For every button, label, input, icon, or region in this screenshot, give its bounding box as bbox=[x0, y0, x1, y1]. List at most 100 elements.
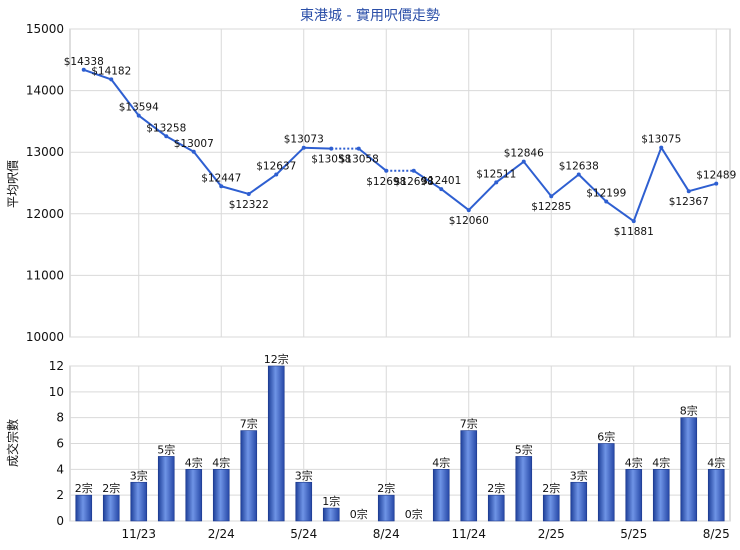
x-tick-label: 11/23 bbox=[121, 527, 156, 541]
bar-data-label: 3宗 bbox=[570, 468, 588, 482]
bar bbox=[625, 469, 643, 522]
x-tick-label: 2/24 bbox=[208, 527, 235, 541]
line-point bbox=[301, 145, 306, 150]
line-data-label: $13258 bbox=[146, 122, 186, 134]
line-data-label: $12322 bbox=[229, 199, 269, 211]
bar-chart-y-tick-label: 2 bbox=[56, 488, 64, 502]
line-segment bbox=[110, 78, 140, 117]
x-tick-label: 8/25 bbox=[703, 527, 730, 541]
line-chart-y-tick-label: 14000 bbox=[26, 84, 64, 98]
line-point bbox=[164, 134, 169, 139]
bar-data-label: 2宗 bbox=[377, 481, 395, 495]
line-segment bbox=[83, 68, 112, 81]
bar bbox=[157, 456, 175, 522]
line-chart-y-tick-label: 15000 bbox=[26, 22, 64, 36]
bar-data-label: 12宗 bbox=[264, 352, 289, 366]
line-point bbox=[631, 219, 636, 224]
line-data-label: $12285 bbox=[531, 201, 571, 213]
x-tick-label: 2/25 bbox=[538, 527, 565, 541]
line-data-label: $13058 bbox=[339, 154, 379, 166]
line-point bbox=[246, 191, 251, 196]
line-point bbox=[439, 187, 444, 192]
bar-data-label: 0宗 bbox=[350, 507, 368, 521]
line-point bbox=[191, 149, 196, 154]
bar-data-label: 4宗 bbox=[432, 455, 450, 469]
line-chart-y-axis-label: 平均呎價 bbox=[6, 160, 20, 208]
line-data-label: $12511 bbox=[476, 168, 516, 180]
line-chart-y-tick-label: 10000 bbox=[26, 330, 64, 344]
line-segment bbox=[522, 161, 553, 197]
line-data-label: $12637 bbox=[256, 161, 296, 173]
line-point bbox=[659, 145, 664, 150]
line-data-label: $13075 bbox=[641, 134, 681, 146]
data-labels: $14338$14182 $13594 $13258 $13007 $12447 $123… bbox=[64, 56, 737, 238]
line-point bbox=[494, 180, 499, 185]
bar bbox=[680, 417, 698, 522]
line-data-label: $12638 bbox=[559, 160, 599, 172]
line-data-label: $12698 bbox=[366, 176, 406, 188]
line-data-label: $12060 bbox=[449, 215, 489, 227]
line-segment bbox=[165, 135, 195, 153]
line-data-label: $11881 bbox=[614, 226, 654, 238]
bar-chart-grid: 0 2 4 6 8 10 12 11/23 2/24 5/24 8/24 11/24 2/25 5/25 8… bbox=[49, 359, 731, 541]
line-point bbox=[604, 199, 609, 204]
line-point bbox=[549, 194, 554, 199]
bar-data-label: 1宗 bbox=[322, 494, 340, 508]
line-point bbox=[576, 172, 581, 177]
line-data-label: $12447 bbox=[201, 172, 241, 184]
line-chart-y-tick-label: 11000 bbox=[26, 268, 64, 282]
bar-chart-y-axis-label: 成交宗數 bbox=[5, 419, 20, 467]
bar-data-label: 8宗 bbox=[680, 404, 698, 418]
line-segment bbox=[550, 173, 580, 198]
line-point bbox=[329, 146, 334, 151]
bar-data-label: 4宗 bbox=[652, 455, 670, 469]
line-segment bbox=[688, 182, 717, 193]
bar-data-label: 7宗 bbox=[240, 417, 258, 431]
line-point bbox=[521, 159, 526, 164]
line-point bbox=[136, 113, 141, 118]
line-point bbox=[411, 168, 416, 173]
line-segment bbox=[440, 188, 470, 211]
line-data-label: $12199 bbox=[586, 188, 626, 200]
bar bbox=[570, 481, 588, 522]
line-series bbox=[81, 67, 719, 224]
bar bbox=[130, 481, 148, 522]
line-data-label: $13007 bbox=[174, 138, 214, 150]
bar bbox=[707, 469, 725, 522]
line-point bbox=[109, 77, 114, 82]
bar bbox=[597, 443, 615, 522]
line-segment bbox=[468, 181, 497, 211]
bar-data-label: 7宗 bbox=[460, 417, 478, 431]
line-segment bbox=[578, 173, 607, 203]
bar-chart-y-tick-label: 6 bbox=[56, 437, 64, 451]
line-data-label: $14182 bbox=[91, 65, 131, 77]
line-data-label: $13058 bbox=[311, 154, 351, 166]
line-segment bbox=[660, 147, 690, 192]
line-data-label: $12367 bbox=[669, 196, 709, 208]
line-segment bbox=[413, 169, 442, 190]
line-chart-y-tick-label: 12000 bbox=[26, 207, 64, 221]
bar-data-label: 6宗 bbox=[597, 430, 615, 444]
line-data-label: $12846 bbox=[504, 148, 544, 160]
bar-data-label: 4宗 bbox=[707, 455, 725, 469]
bar bbox=[102, 494, 120, 522]
line-segment bbox=[138, 114, 167, 138]
bar-data-label: 4宗 bbox=[212, 455, 230, 469]
x-tick-label: 5/25 bbox=[620, 527, 647, 541]
line-point bbox=[274, 172, 279, 177]
bar bbox=[542, 494, 560, 522]
bar bbox=[460, 430, 478, 522]
line-point bbox=[714, 181, 719, 186]
bar bbox=[652, 469, 670, 522]
line-segment bbox=[275, 146, 305, 176]
bar-chart-y-tick-label: 8 bbox=[56, 411, 64, 425]
line-point bbox=[219, 184, 224, 189]
line-data-label: $14338 bbox=[64, 56, 104, 68]
bar-chart-y-tick-label: 4 bbox=[56, 462, 64, 476]
line-data-label: $12401 bbox=[421, 175, 461, 187]
line-data-label: $12698 bbox=[394, 176, 434, 188]
line-data-label: $12489 bbox=[696, 170, 736, 182]
line-segment bbox=[220, 185, 250, 195]
x-tick-label: 11/24 bbox=[451, 527, 486, 541]
